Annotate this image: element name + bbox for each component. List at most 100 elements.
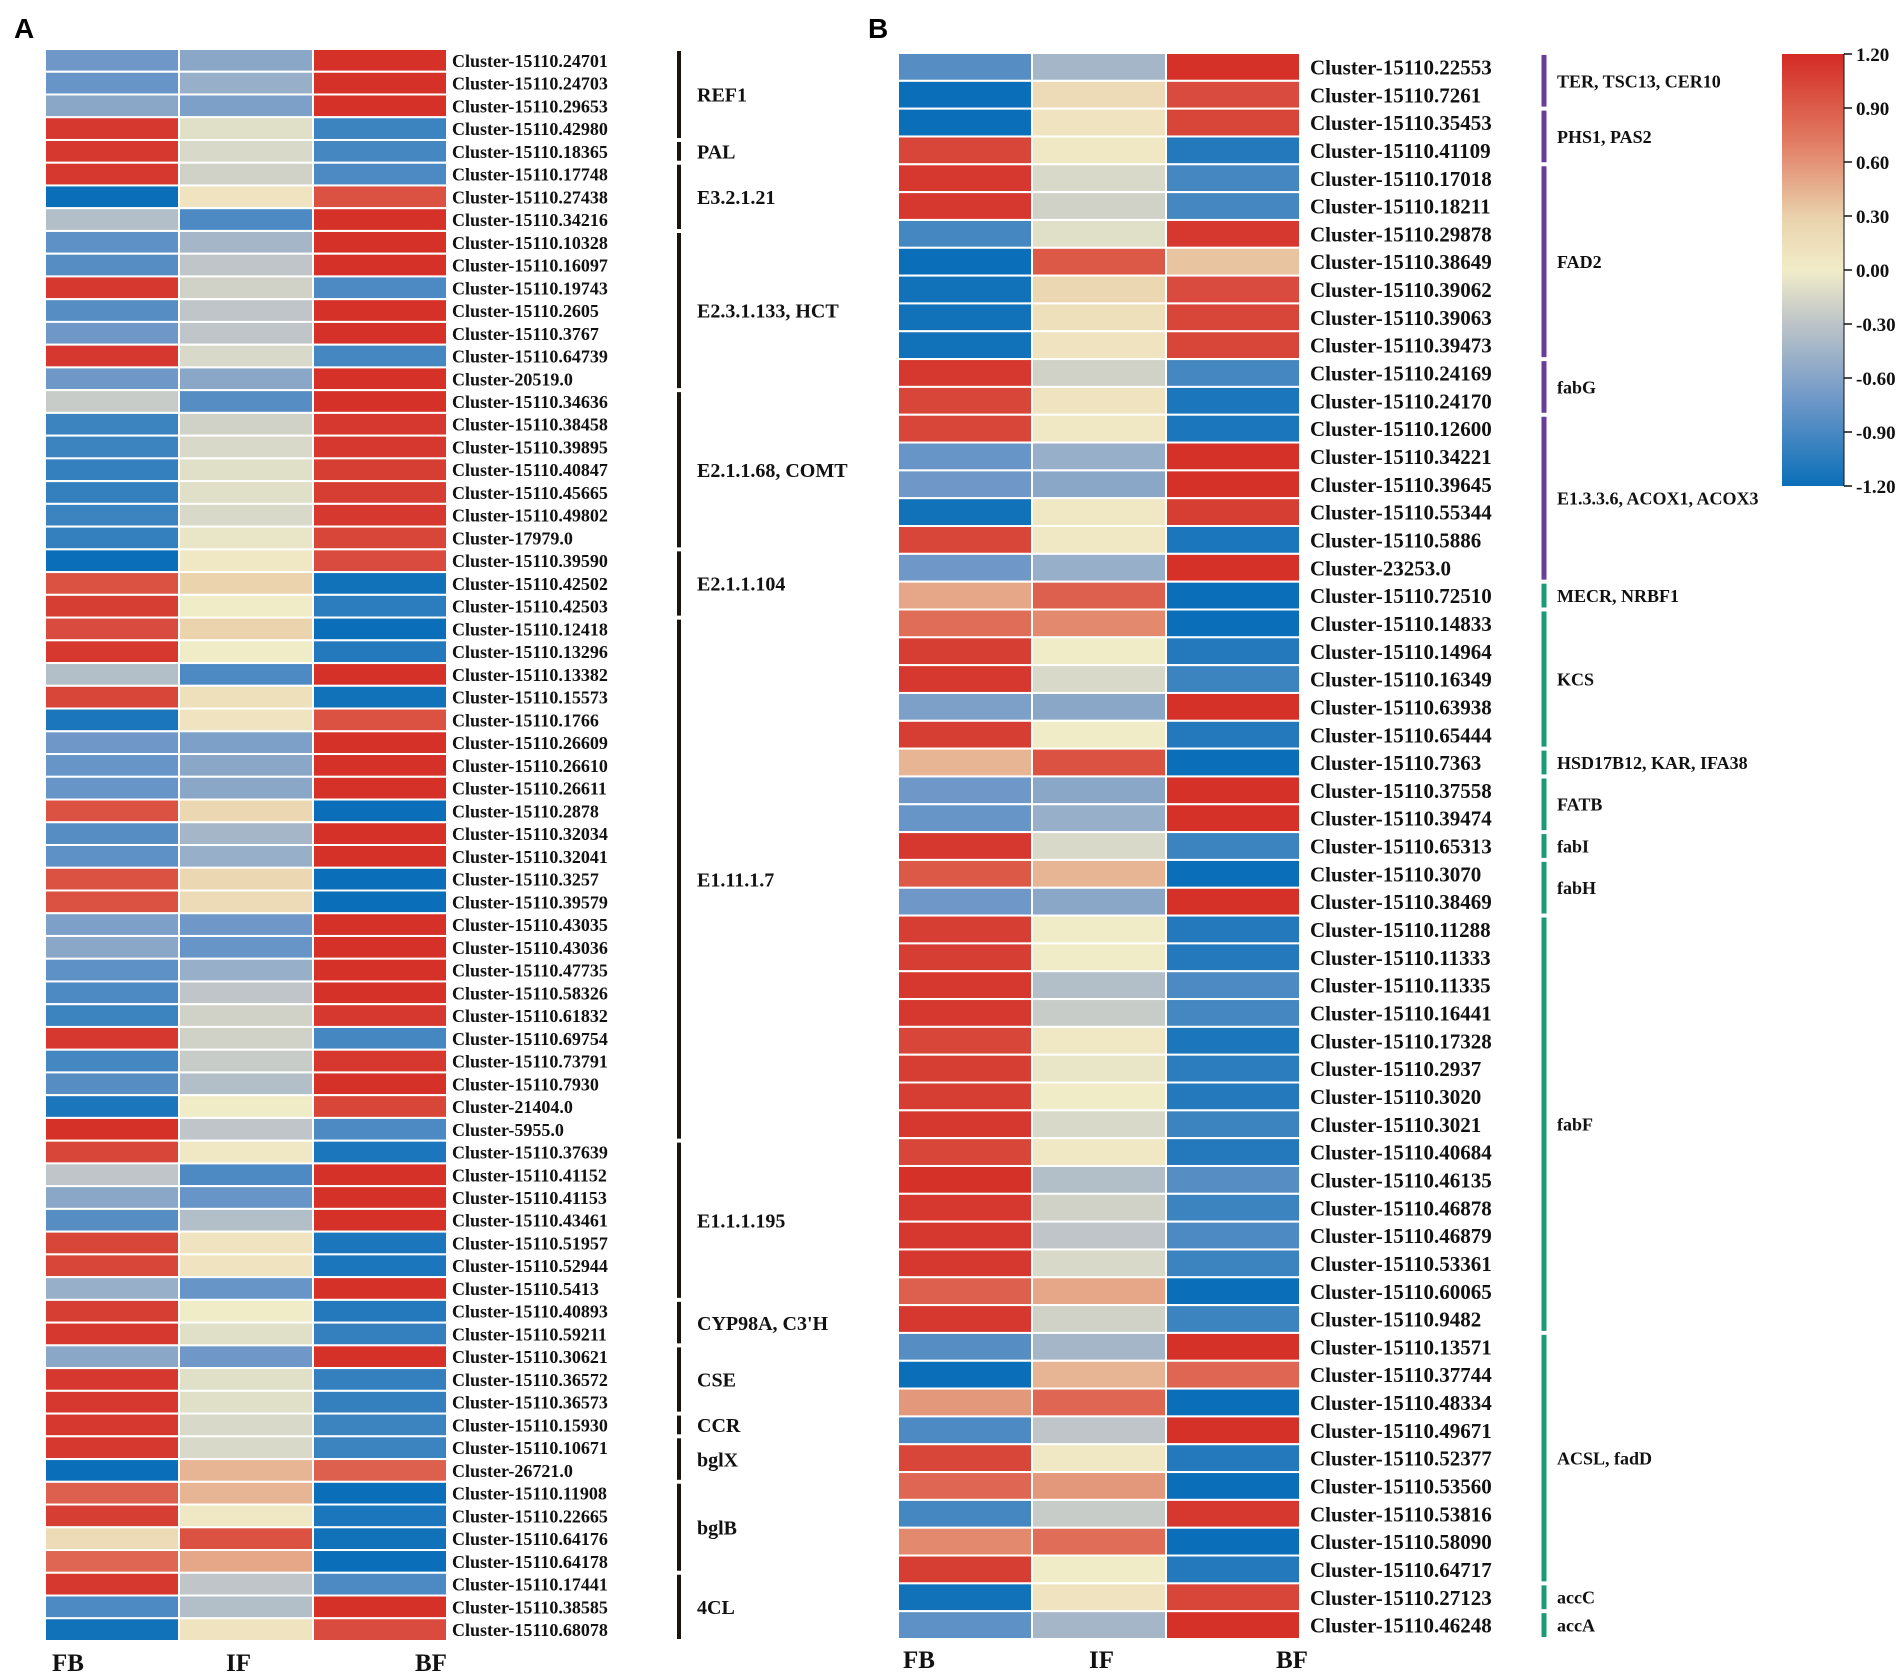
heatmap-cell: [897, 1415, 1033, 1446]
heatmap-cell: [1165, 1498, 1301, 1529]
heatmap-cell: [178, 753, 314, 778]
heatmap-cell: [897, 302, 1033, 333]
heatmap-cell: [312, 1185, 448, 1210]
heatmap-cell: [178, 1571, 314, 1597]
group-label: FATB: [1557, 795, 1602, 815]
group-label: HSD17B12, KAR, IFA38: [1557, 753, 1748, 773]
row-label: Cluster-26721.0: [452, 1461, 573, 1481]
heatmap-cell: [178, 93, 314, 119]
heatmap-cell: [44, 1116, 180, 1142]
row-label: Cluster-15110.32041: [452, 847, 608, 867]
heatmap-cell: [312, 252, 448, 278]
heatmap-cell: [1031, 274, 1167, 305]
heatmap-cell: [897, 1304, 1033, 1334]
row-label: Cluster-15110.26609: [452, 733, 608, 753]
heatmap-cell: [44, 821, 180, 846]
row-label: Cluster-15110.41152: [452, 1165, 607, 1185]
heatmap-cell: [178, 616, 314, 642]
heatmap-cell: [312, 753, 448, 778]
heatmap-cell: [897, 1526, 1033, 1557]
row-label: Cluster-15110.32034: [452, 824, 608, 844]
heatmap-cell: [897, 775, 1033, 806]
heatmap-cell: [1165, 274, 1301, 305]
heatmap-cell: [312, 1298, 448, 1324]
row-label: Cluster-15110.40847: [452, 460, 608, 480]
heatmap-cell: [44, 934, 180, 960]
heatmap-cell: [178, 1321, 314, 1347]
heatmap-cell: [44, 1458, 180, 1483]
heatmap-cell: [312, 844, 448, 869]
heatmap-cell: [1031, 664, 1167, 694]
row-label: Cluster-15110.27123: [1310, 1586, 1492, 1610]
row-label: Cluster-15110.16349: [1310, 668, 1492, 692]
heatmap-cell: [1165, 52, 1301, 82]
heatmap-cell: [178, 1480, 314, 1506]
heatmap-cell: [1031, 1276, 1167, 1307]
heatmap-cell: [178, 525, 314, 551]
heatmap-cell: [178, 1048, 314, 1074]
heatmap-panel-a: Cluster-15110.24701Cluster-15110.24703Cl…: [44, 48, 848, 1675]
heatmap-cell: [312, 980, 448, 1006]
heatmap-cell: [44, 1571, 180, 1597]
row-label: Cluster-15110.37744: [1310, 1363, 1492, 1387]
heatmap-cell: [1165, 664, 1301, 694]
row-label: Cluster-15110.42503: [452, 597, 608, 617]
heatmap-cell: [1031, 330, 1167, 361]
colorbar-tick-label: -0.60: [1856, 369, 1896, 390]
heatmap-cell: [312, 1412, 448, 1438]
heatmap-cell: [897, 608, 1033, 639]
heatmap-cell: [1031, 970, 1167, 1001]
heatmap-cell: [178, 343, 314, 369]
heatmap-cell: [897, 580, 1033, 611]
group-label: fabF: [1557, 1115, 1593, 1135]
heatmap-cell: [1165, 1526, 1301, 1557]
colorbar-tick-label: -0.90: [1856, 423, 1896, 444]
row-label: Cluster-15110.46878: [1310, 1196, 1492, 1220]
row-label: Cluster-15110.39895: [452, 437, 608, 457]
heatmap-cell: [312, 957, 448, 983]
heatmap-cell: [312, 207, 448, 232]
heatmap-cell: [44, 1071, 180, 1097]
heatmap-cell: [1031, 163, 1167, 194]
heatmap-cell: [1165, 1582, 1301, 1613]
heatmap-cell: [897, 1443, 1033, 1474]
row-label: Cluster-15110.39579: [452, 892, 608, 912]
row-label: Cluster-15110.55344: [1310, 501, 1492, 525]
row-label: Cluster-15110.2937: [1310, 1057, 1481, 1081]
heatmap-cell: [1165, 1248, 1301, 1279]
heatmap-cell: [1031, 1248, 1167, 1279]
group-label: fabH: [1557, 878, 1596, 898]
heatmap-cell: [897, 79, 1033, 110]
row-label: Cluster-15110.40684: [1310, 1141, 1492, 1165]
row-label: Cluster-15110.2605: [452, 301, 599, 321]
row-label: Cluster-15110.69754: [452, 1029, 608, 1049]
row-label: Cluster-15110.13296: [452, 642, 608, 662]
heatmap-cell: [312, 343, 448, 369]
row-label: Cluster-20519.0: [452, 369, 573, 389]
heatmap-cell: [1031, 107, 1167, 138]
heatmap-cell: [1031, 1415, 1167, 1446]
heatmap-cell: [1031, 1359, 1167, 1390]
heatmap-cell: [44, 593, 180, 619]
heatmap-cell: [44, 525, 180, 551]
row-label: Cluster-15110.17748: [452, 165, 608, 185]
panel-a-letter: A: [14, 13, 34, 44]
row-label: Cluster-15110.36573: [452, 1393, 608, 1413]
heatmap-cell: [44, 1094, 180, 1119]
heatmap-cell: [178, 1412, 314, 1438]
heatmap-cell: [178, 1367, 314, 1392]
heatmap-cell: [44, 1549, 180, 1574]
row-label: Cluster-15110.27438: [452, 187, 608, 207]
heatmap-cell: [44, 1526, 180, 1552]
heatmap-cell: [44, 1321, 180, 1347]
heatmap-cell: [312, 1025, 448, 1051]
heatmap-cell: [312, 1458, 448, 1483]
panel-b-letter: B: [868, 13, 888, 44]
heatmap-cell: [1165, 302, 1301, 333]
heatmap-cell: [1165, 1415, 1301, 1446]
heatmap-cell: [312, 616, 448, 642]
heatmap-cell: [1165, 914, 1301, 945]
row-label: Cluster-15110.13382: [452, 665, 608, 685]
row-label: Cluster-15110.26610: [452, 756, 608, 776]
row-label: Cluster-15110.65444: [1310, 723, 1492, 747]
